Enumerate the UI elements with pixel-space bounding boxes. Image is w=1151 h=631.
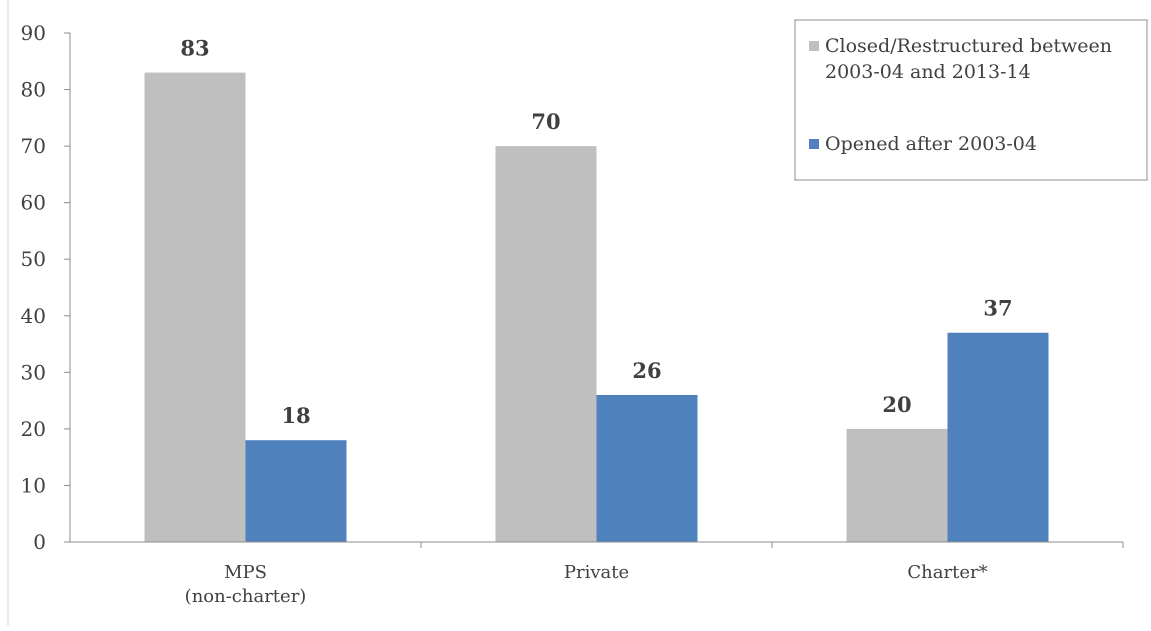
data-labels: 83 18 70 26 20 37 — [180, 36, 1012, 429]
legend: Closed/Restructured between 2003-04 and 2… — [794, 19, 1148, 181]
data-label: 20 — [882, 392, 911, 417]
legend-swatch — [809, 41, 819, 51]
x-tick-label: (non-charter) — [185, 586, 307, 607]
y-tick-label: 80 — [21, 78, 46, 102]
legend-label: 2003-04 and 2013-14 — [825, 61, 1031, 83]
y-tick-label: 70 — [21, 134, 46, 158]
legend-box — [794, 19, 1148, 181]
data-label: 18 — [281, 403, 310, 428]
x-tick-label: MPS — [224, 562, 267, 583]
y-tick-label: 10 — [21, 473, 46, 497]
data-label: 37 — [983, 296, 1012, 321]
y-axis: 0 10 20 30 40 50 60 70 80 90 — [7, 0, 71, 626]
bar — [245, 440, 347, 542]
y-tick-label: 30 — [21, 360, 46, 384]
data-label: 70 — [531, 109, 560, 134]
y-tick-label: 40 — [21, 304, 46, 328]
x-tick-label: Charter* — [907, 562, 987, 583]
y-tick-label: 90 — [21, 21, 46, 45]
y-tick-label: 0 — [33, 530, 46, 554]
x-axis: MPS (non-charter) Private Charter* — [70, 541, 1124, 607]
bar — [846, 428, 948, 542]
y-tick-label: 50 — [21, 247, 46, 271]
legend-swatch — [809, 139, 819, 149]
y-tick-label: 20 — [21, 417, 46, 441]
data-label: 26 — [632, 358, 661, 383]
y-tick-label: 60 — [21, 191, 46, 215]
bar — [596, 394, 698, 542]
bars — [144, 72, 1049, 542]
legend-label: Closed/Restructured between — [825, 35, 1112, 57]
x-tick-label: Private — [564, 562, 629, 583]
data-label: 83 — [180, 36, 209, 61]
legend-label: Opened after 2003-04 — [825, 133, 1037, 155]
bar — [144, 72, 246, 542]
bar — [947, 332, 1049, 542]
bar — [495, 146, 597, 542]
